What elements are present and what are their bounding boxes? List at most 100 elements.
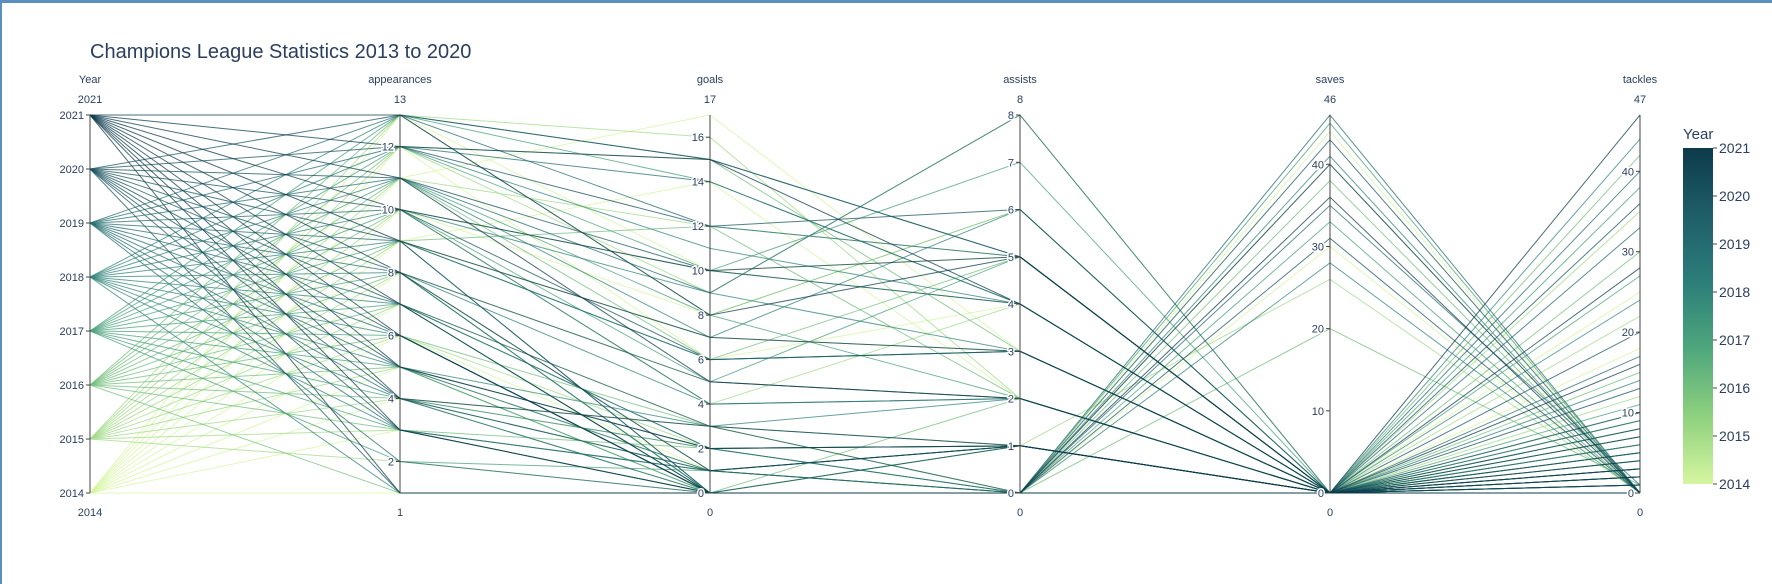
axis-tick-label: 4 bbox=[388, 394, 394, 406]
axis-tick-label: 2021 bbox=[60, 110, 84, 122]
axis-tick-label: 0 bbox=[1318, 488, 1324, 500]
axis-tick-label: 0 bbox=[1008, 488, 1014, 500]
axis-tick-label: 8 bbox=[1008, 110, 1014, 122]
data-line-63 bbox=[89, 114, 1641, 494]
axis-tick-label: 7 bbox=[1008, 157, 1014, 169]
data-line-87 bbox=[90, 114, 1641, 494]
axis-tick-label: 16 bbox=[692, 132, 704, 144]
colorbar-tick-label: 2016 bbox=[1719, 380, 1750, 396]
data-line-13 bbox=[89, 366, 1641, 494]
axis-title: tackles bbox=[1623, 74, 1658, 86]
data-line-78 bbox=[89, 168, 1641, 494]
axis-tick-label: 14 bbox=[692, 177, 704, 189]
axis-title: Year bbox=[79, 74, 102, 86]
axis-tick-label: 2 bbox=[698, 444, 704, 456]
data-line-30 bbox=[89, 251, 1641, 494]
data-line-75 bbox=[89, 114, 1641, 494]
axis-tick-label: 6 bbox=[698, 355, 704, 367]
axis-max-label: 46 bbox=[1324, 94, 1336, 106]
axis-tick-label: 8 bbox=[698, 310, 704, 322]
axis-tick-label: 3 bbox=[1008, 346, 1014, 358]
data-line-73 bbox=[89, 168, 1641, 494]
axis-tick-label: 2017 bbox=[60, 326, 84, 338]
data-line-17 bbox=[89, 163, 1641, 494]
data-line-89 bbox=[89, 114, 1640, 494]
data-line-38 bbox=[89, 240, 1641, 494]
axis-title: assists bbox=[1003, 74, 1037, 86]
polylines-layer bbox=[89, 114, 1641, 494]
data-line-88 bbox=[89, 114, 1641, 494]
data-line-79 bbox=[89, 168, 1641, 494]
axis-min-label: 2014 bbox=[78, 507, 102, 519]
colorbar: Year 2014 2015 2016 2017 2018 2019 2020 2021 bbox=[1683, 126, 1750, 492]
axis-tick-label: 4 bbox=[1008, 299, 1014, 311]
colorbar-tick-label: 2019 bbox=[1719, 236, 1750, 252]
axis-tick-label: 30 bbox=[1622, 247, 1634, 259]
axis-max-label: 47 bbox=[1634, 94, 1646, 106]
colorbar-tick-label: 2021 bbox=[1719, 140, 1750, 156]
colorbar-gradient bbox=[1683, 148, 1713, 484]
axis-saves[interactable]: saves 46 00 10 20 30 40 bbox=[1310, 74, 1345, 519]
colorbar-tick-label: 2017 bbox=[1719, 332, 1750, 348]
axis-tick-label: 2015 bbox=[60, 434, 84, 446]
axis-tick-label: 8 bbox=[388, 268, 394, 280]
axis-tick-label: 10 bbox=[1312, 406, 1324, 418]
data-line-93 bbox=[89, 114, 1641, 494]
axis-min-label: 1 bbox=[397, 507, 403, 519]
axis-tick-label: 0 bbox=[1628, 488, 1634, 500]
axis-year[interactable]: Year 2021 2014 2014 2015 2016 2017 2018 2019 2020… bbox=[58, 74, 103, 519]
data-line-85 bbox=[89, 114, 1641, 494]
axis-tackles[interactable]: tackles 47 00 10 20 30 40 bbox=[1620, 74, 1658, 519]
colorbar-tick-label: 2015 bbox=[1719, 428, 1750, 444]
axis-tick-label: 2014 bbox=[60, 488, 84, 500]
axis-max-label: 2021 bbox=[78, 94, 102, 106]
axis-tick-label: 6 bbox=[1008, 205, 1014, 217]
axis-min-label: 0 bbox=[1637, 507, 1643, 519]
axis-min-label: 0 bbox=[1017, 507, 1023, 519]
data-line-95 bbox=[89, 114, 1641, 494]
axis-goals[interactable]: goals 17 00 2 4 6 8 10 12 14 16 bbox=[690, 74, 724, 519]
axis-tick-label: 10 bbox=[1622, 408, 1634, 420]
axis-tick-label: 6 bbox=[388, 331, 394, 343]
axis-tick-label: 2016 bbox=[60, 380, 84, 392]
axis-tick-label: 10 bbox=[382, 205, 394, 217]
axes-layer: Year202120142014201520162017201820192020… bbox=[58, 74, 1658, 519]
axis-tick-label: 1 bbox=[1008, 441, 1014, 453]
axis-tick-label: 40 bbox=[1622, 166, 1634, 178]
data-line-94 bbox=[89, 114, 1641, 494]
axis-assists[interactable]: assists 8 00 1 2 3 4 5 6 7 8 bbox=[1003, 74, 1037, 519]
colorbar-tick-label: 2014 bbox=[1719, 476, 1750, 492]
axis-title: saves bbox=[1316, 74, 1345, 86]
axis-tick-label: 30 bbox=[1312, 241, 1324, 253]
axis-tick-label: 12 bbox=[692, 221, 704, 233]
colorbar-tick-label: 2018 bbox=[1719, 284, 1750, 300]
axis-max-label: 8 bbox=[1017, 94, 1023, 106]
data-line-68 bbox=[89, 170, 1641, 494]
axis-title: appearances bbox=[368, 74, 432, 86]
data-line-70 bbox=[89, 204, 1641, 494]
axis-tick-label: 2019 bbox=[60, 218, 84, 230]
axis-max-label: 17 bbox=[704, 94, 716, 106]
axis-tick-label: 2018 bbox=[60, 272, 84, 284]
data-line-58 bbox=[89, 240, 1641, 494]
axis-tick-label: 2 bbox=[388, 457, 394, 469]
axis-tick-label: 20 bbox=[1312, 324, 1324, 336]
axis-tick-label: 2020 bbox=[60, 164, 84, 176]
axis-tick-label: 5 bbox=[1008, 252, 1014, 264]
data-line-14 bbox=[89, 240, 1641, 494]
axis-min-label: 0 bbox=[1327, 507, 1333, 519]
data-line-80 bbox=[89, 168, 1641, 494]
axis-tick-label: 4 bbox=[698, 399, 704, 411]
axis-tick-label: 40 bbox=[1312, 159, 1324, 171]
data-line-67 bbox=[89, 114, 1641, 494]
axis-tick-label: 0 bbox=[698, 488, 704, 500]
data-line-86 bbox=[89, 114, 1641, 494]
axis-title: goals bbox=[697, 74, 724, 86]
data-line-92 bbox=[89, 114, 1641, 494]
axis-tick-label: 12 bbox=[382, 142, 394, 154]
axis-max-label: 13 bbox=[394, 94, 406, 106]
chart-title: Champions League Statistics 2013 to 2020 bbox=[90, 41, 471, 63]
